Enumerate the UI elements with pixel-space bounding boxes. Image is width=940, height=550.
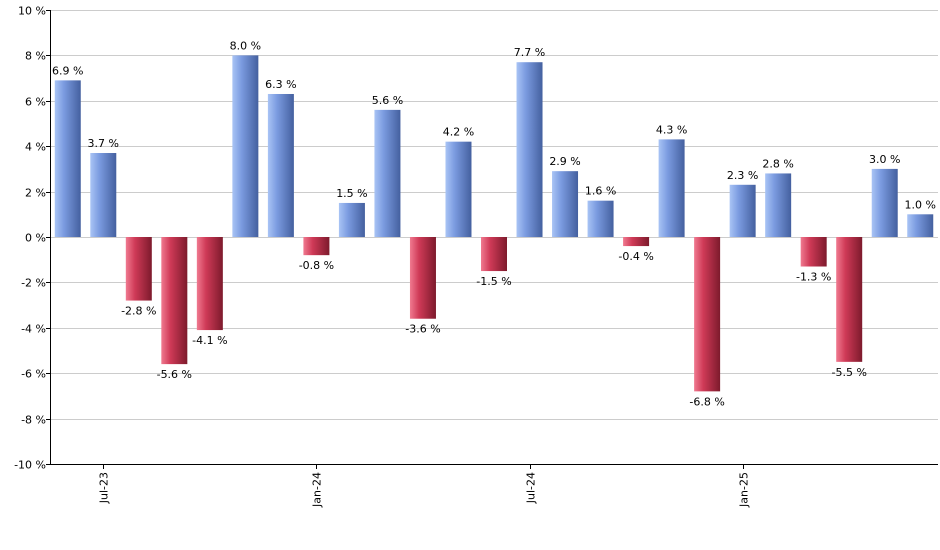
data-label: -0.4 %	[618, 250, 653, 263]
data-label: 2.3 %	[727, 169, 758, 182]
data-label: 8.0 %	[230, 39, 261, 52]
bar-negative	[623, 237, 650, 247]
bar-negative	[800, 237, 827, 267]
data-label: 3.7 %	[88, 137, 119, 150]
bar-positive	[54, 80, 81, 238]
bar-positive	[658, 139, 685, 237]
bar-negative	[125, 237, 152, 301]
data-label: -5.5 %	[831, 366, 866, 379]
data-label: 1.6 %	[585, 185, 616, 198]
bar-positive	[338, 202, 365, 237]
data-label: 2.9 %	[549, 155, 580, 168]
y-tick-label: 8 %	[25, 50, 46, 63]
bars	[54, 55, 934, 392]
bar-positive	[552, 171, 579, 237]
data-label: 4.2 %	[443, 126, 474, 139]
data-label: -0.8 %	[299, 259, 334, 272]
data-label: 4.3 %	[656, 123, 687, 136]
bar-positive	[907, 214, 934, 237]
y-tick-label: -2 %	[21, 277, 46, 290]
y-tick-label: -4 %	[21, 323, 46, 336]
data-label: 1.5 %	[336, 187, 367, 200]
y-tick-label: 2 %	[25, 187, 46, 200]
data-label: 5.6 %	[372, 94, 403, 107]
bar-positive	[765, 173, 792, 237]
bar-negative	[481, 237, 507, 272]
x-tick-label: Jan-24	[311, 472, 324, 508]
axes	[46, 10, 938, 469]
bar-positive	[374, 109, 401, 237]
bar-positive	[232, 55, 259, 238]
bar-negative	[303, 237, 330, 256]
x-tick-label: Jan-25	[738, 472, 751, 508]
data-label: -1.3 %	[796, 271, 831, 284]
x-axis-tick-labels: Jul-23 Jan-24 Jul-24 Jan-25	[98, 472, 751, 508]
data-label: -2.8 %	[121, 305, 156, 318]
data-label: -1.5 %	[476, 275, 511, 288]
bar-negative	[694, 237, 721, 392]
data-label: -3.6 %	[405, 323, 440, 336]
bar-negative	[196, 237, 223, 331]
data-label: 1.0 %	[905, 198, 936, 211]
bar-negative	[836, 237, 863, 362]
bar-positive	[90, 153, 117, 237]
bar-positive	[267, 93, 294, 238]
data-labels: 6.9 % 3.7 % -2.8 % -5.6 % -4.1 % 8.0 % 6.3 % -0…	[52, 39, 936, 408]
data-label: -4.1 %	[192, 334, 227, 347]
bar-positive	[729, 184, 756, 237]
bar-negative	[161, 237, 188, 365]
bar-positive	[445, 141, 472, 237]
y-tick-label: 6 %	[25, 96, 46, 109]
data-label: 2.8 %	[762, 157, 793, 170]
y-tick-label: 10 %	[18, 5, 46, 18]
data-label: 6.3 %	[265, 78, 296, 91]
bar-positive	[516, 62, 543, 238]
bar-positive	[587, 200, 614, 237]
y-tick-label: -8 %	[21, 414, 46, 427]
data-label: -5.6 %	[157, 368, 192, 381]
y-tick-label: -10 %	[14, 459, 46, 472]
y-axis-tick-labels: -10 % -8 % -6 % -4 % -2 % 0 % 2 % 4 % 6 % 8 % 10 %	[14, 5, 46, 472]
y-tick-label: 0 %	[25, 232, 46, 245]
data-label: -6.8 %	[689, 395, 724, 408]
data-label: 6.9 %	[52, 64, 83, 77]
data-label: 3.0 %	[869, 153, 900, 166]
bar-negative	[409, 237, 436, 319]
y-tick-label: -6 %	[21, 368, 46, 381]
y-tick-label: 4 %	[25, 141, 46, 154]
x-tick-label: Jul-24	[525, 472, 538, 504]
bar-positive	[871, 168, 898, 237]
x-tick-label: Jul-23	[98, 472, 111, 504]
data-label: 7.7 %	[514, 46, 545, 59]
